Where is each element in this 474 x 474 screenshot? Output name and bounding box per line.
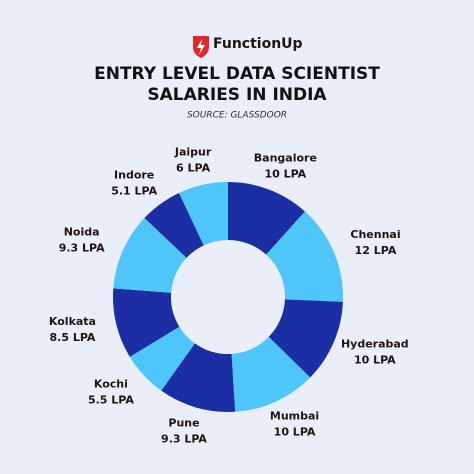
logo-icon bbox=[193, 36, 209, 58]
donut-slice bbox=[231, 336, 311, 412]
category-label: Indore bbox=[114, 169, 154, 182]
category-label: Mumbai bbox=[270, 409, 319, 422]
value-label: 10 LPA bbox=[354, 354, 396, 367]
value-label: 9.3 LPA bbox=[161, 433, 207, 446]
value-label: 5.1 LPA bbox=[111, 185, 157, 198]
chart-title: ENTRY LEVEL DATA SCIENTIST bbox=[94, 64, 380, 84]
donut-slice bbox=[268, 299, 343, 378]
value-label: 10 LPA bbox=[264, 167, 306, 180]
donut-slice bbox=[129, 326, 195, 391]
donut-slice bbox=[228, 181, 305, 255]
category-label: Chennai bbox=[350, 228, 400, 241]
brand: FunctionUp bbox=[213, 36, 303, 52]
value-label: 10 LPA bbox=[274, 425, 316, 438]
value-label: 9.3 LPA bbox=[59, 241, 105, 254]
category-label: Pune bbox=[168, 417, 199, 430]
category-label: Kochi bbox=[94, 377, 128, 390]
value-label: 12 LPA bbox=[355, 244, 397, 257]
donut-slice bbox=[266, 211, 343, 302]
donut-slice bbox=[113, 218, 187, 293]
value-label: 8.5 LPA bbox=[50, 331, 96, 344]
donut-slice bbox=[161, 343, 236, 412]
donut-slice bbox=[144, 192, 204, 258]
category-label: Kolkata bbox=[49, 315, 96, 328]
donut-slice bbox=[179, 181, 228, 246]
category-label: Jaipur bbox=[174, 145, 212, 158]
donut-slice bbox=[113, 288, 180, 357]
subtitle: SOURCE: GLASSDOOR bbox=[187, 111, 287, 121]
value-label: 6 LPA bbox=[176, 161, 211, 174]
category-label: Noida bbox=[64, 225, 100, 238]
value-label: 5.5 LPA bbox=[88, 393, 134, 406]
chart-title: SALARIES IN INDIA bbox=[147, 85, 327, 105]
category-label: Bangalore bbox=[254, 151, 317, 164]
category-label: Hyderabad bbox=[341, 338, 409, 351]
